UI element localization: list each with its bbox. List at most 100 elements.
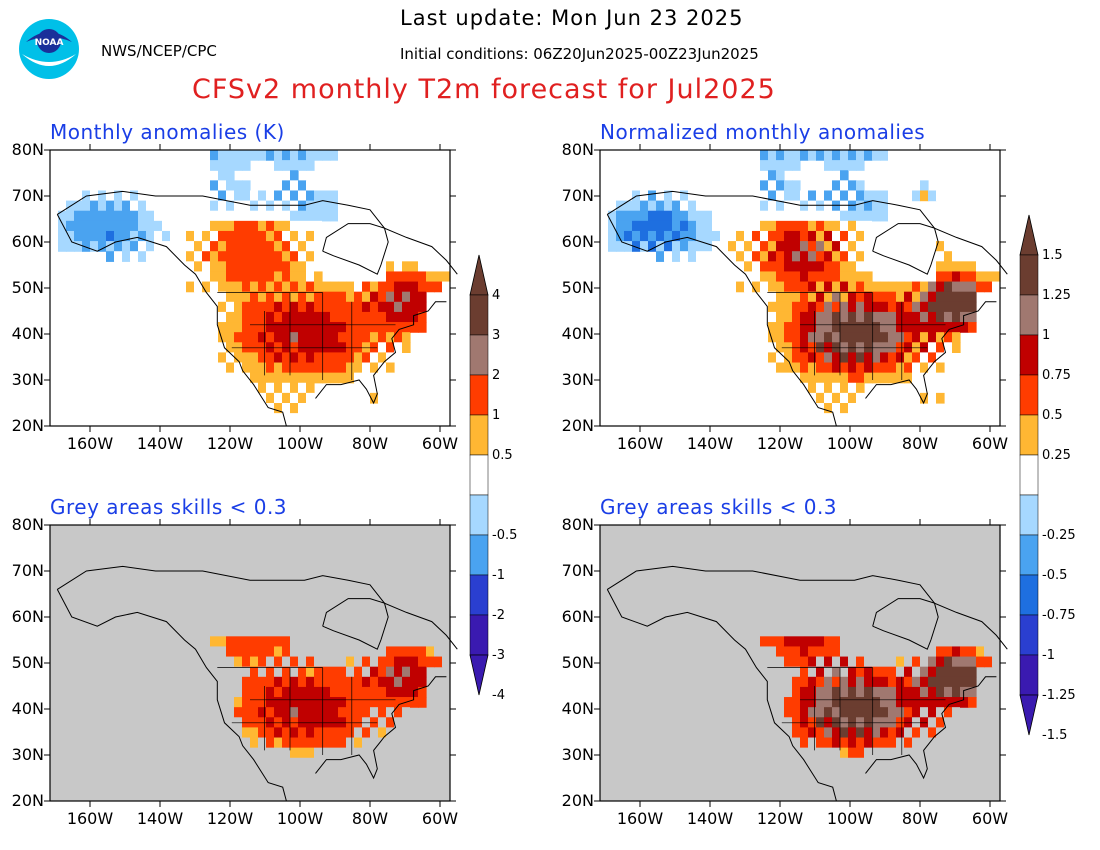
grid-cell xyxy=(306,210,315,222)
grid-cell xyxy=(928,322,937,333)
grid-cell xyxy=(290,697,299,708)
grid-cell xyxy=(226,646,235,658)
grid-cell xyxy=(736,261,745,273)
grid-cell xyxy=(234,535,243,546)
lat-tick-label: 40N xyxy=(561,699,594,718)
grid-cell xyxy=(816,210,825,222)
grid-cell xyxy=(138,190,147,202)
grid-cell xyxy=(218,666,227,678)
grid-cell xyxy=(856,332,865,343)
grid-cell xyxy=(418,605,427,617)
grid-cell xyxy=(640,210,649,222)
grid-cell xyxy=(354,362,363,374)
grid-cell xyxy=(162,656,171,668)
grid-cell xyxy=(920,332,929,343)
grid-cell xyxy=(298,301,307,313)
grid-cell xyxy=(386,251,395,262)
grid-cell xyxy=(330,697,339,708)
grid-cell xyxy=(800,362,809,374)
grid-cell xyxy=(872,332,881,343)
grid-cell xyxy=(170,251,179,262)
colorbar-label: -4 xyxy=(492,688,505,703)
grid-cell xyxy=(888,352,897,364)
grid-cell xyxy=(896,565,905,577)
grid-cell xyxy=(218,241,227,252)
grid-cell xyxy=(792,392,801,404)
grid-cell xyxy=(386,210,395,222)
grid-cell xyxy=(362,210,371,222)
grid-cell xyxy=(936,230,945,242)
grid-cell xyxy=(226,626,235,637)
grid-cell xyxy=(394,332,403,343)
grid-cell xyxy=(298,737,307,749)
grid-cell xyxy=(776,595,785,607)
grid-cell xyxy=(266,281,275,293)
grid-cell xyxy=(378,352,387,364)
grid-cell xyxy=(760,200,769,212)
grid-cell xyxy=(402,281,411,293)
grid-cell xyxy=(864,656,873,668)
grid-cell xyxy=(218,707,227,718)
grid-cell xyxy=(888,585,897,597)
grid-cell xyxy=(808,372,817,384)
grid-cell xyxy=(888,737,897,749)
grid-cell xyxy=(632,616,641,627)
grid-cell xyxy=(992,646,1001,658)
grid-cell xyxy=(776,241,785,252)
grid-cell xyxy=(378,676,387,688)
grid-cell xyxy=(848,636,857,648)
grid-cell xyxy=(66,595,75,607)
grid-cell xyxy=(968,170,977,181)
grid-cell xyxy=(664,565,673,577)
grid-cell xyxy=(856,413,865,424)
grid-cell xyxy=(210,616,219,627)
grid-cell xyxy=(776,697,785,708)
grid-cell xyxy=(792,241,801,252)
grid-cell xyxy=(744,220,753,232)
lat-tick-label: 80N xyxy=(11,515,44,534)
grid-cell xyxy=(266,261,275,273)
grid-cell xyxy=(856,372,865,384)
grid-cell xyxy=(114,585,123,597)
grid-cell xyxy=(648,575,657,587)
grid-cell xyxy=(776,271,785,283)
grid-cell xyxy=(362,332,371,343)
grid-cell xyxy=(720,241,729,252)
grid-cell xyxy=(338,656,347,668)
grid-cell xyxy=(832,322,841,333)
grid-cell xyxy=(178,656,187,668)
grid-cell xyxy=(138,200,147,212)
grid-cell xyxy=(402,311,411,323)
grid-cell xyxy=(234,392,243,404)
lat-tick-label: 70N xyxy=(561,561,594,580)
grid-cell xyxy=(856,160,865,171)
grid-cell xyxy=(640,616,649,627)
grid-cell xyxy=(426,271,435,283)
lon-tick-label: 140W xyxy=(136,434,184,453)
grid-cell xyxy=(82,605,91,617)
grid-cell xyxy=(960,616,969,627)
grid-cell xyxy=(904,311,913,323)
grid-cell xyxy=(912,362,921,374)
grid-cell xyxy=(250,372,259,384)
grid-cell xyxy=(776,626,785,637)
grid-cell xyxy=(418,281,427,293)
grid-cell xyxy=(864,251,873,262)
grid-cell xyxy=(122,190,131,202)
grid-cell xyxy=(154,241,163,252)
grid-cell xyxy=(872,565,881,577)
grid-cell xyxy=(274,382,283,394)
grid-cell xyxy=(808,220,817,232)
grid-cell xyxy=(832,686,841,698)
grid-cell xyxy=(234,616,243,627)
grid-cell xyxy=(952,190,961,202)
grid-cell xyxy=(274,261,283,273)
grid-cell xyxy=(90,200,99,212)
grid-cell xyxy=(210,535,219,546)
grid-cell xyxy=(258,605,267,617)
grid-cell xyxy=(712,281,721,293)
grid-cell xyxy=(832,241,841,252)
grid-cell xyxy=(848,200,857,212)
grid-cell xyxy=(226,281,235,293)
grid-cell xyxy=(250,190,259,202)
